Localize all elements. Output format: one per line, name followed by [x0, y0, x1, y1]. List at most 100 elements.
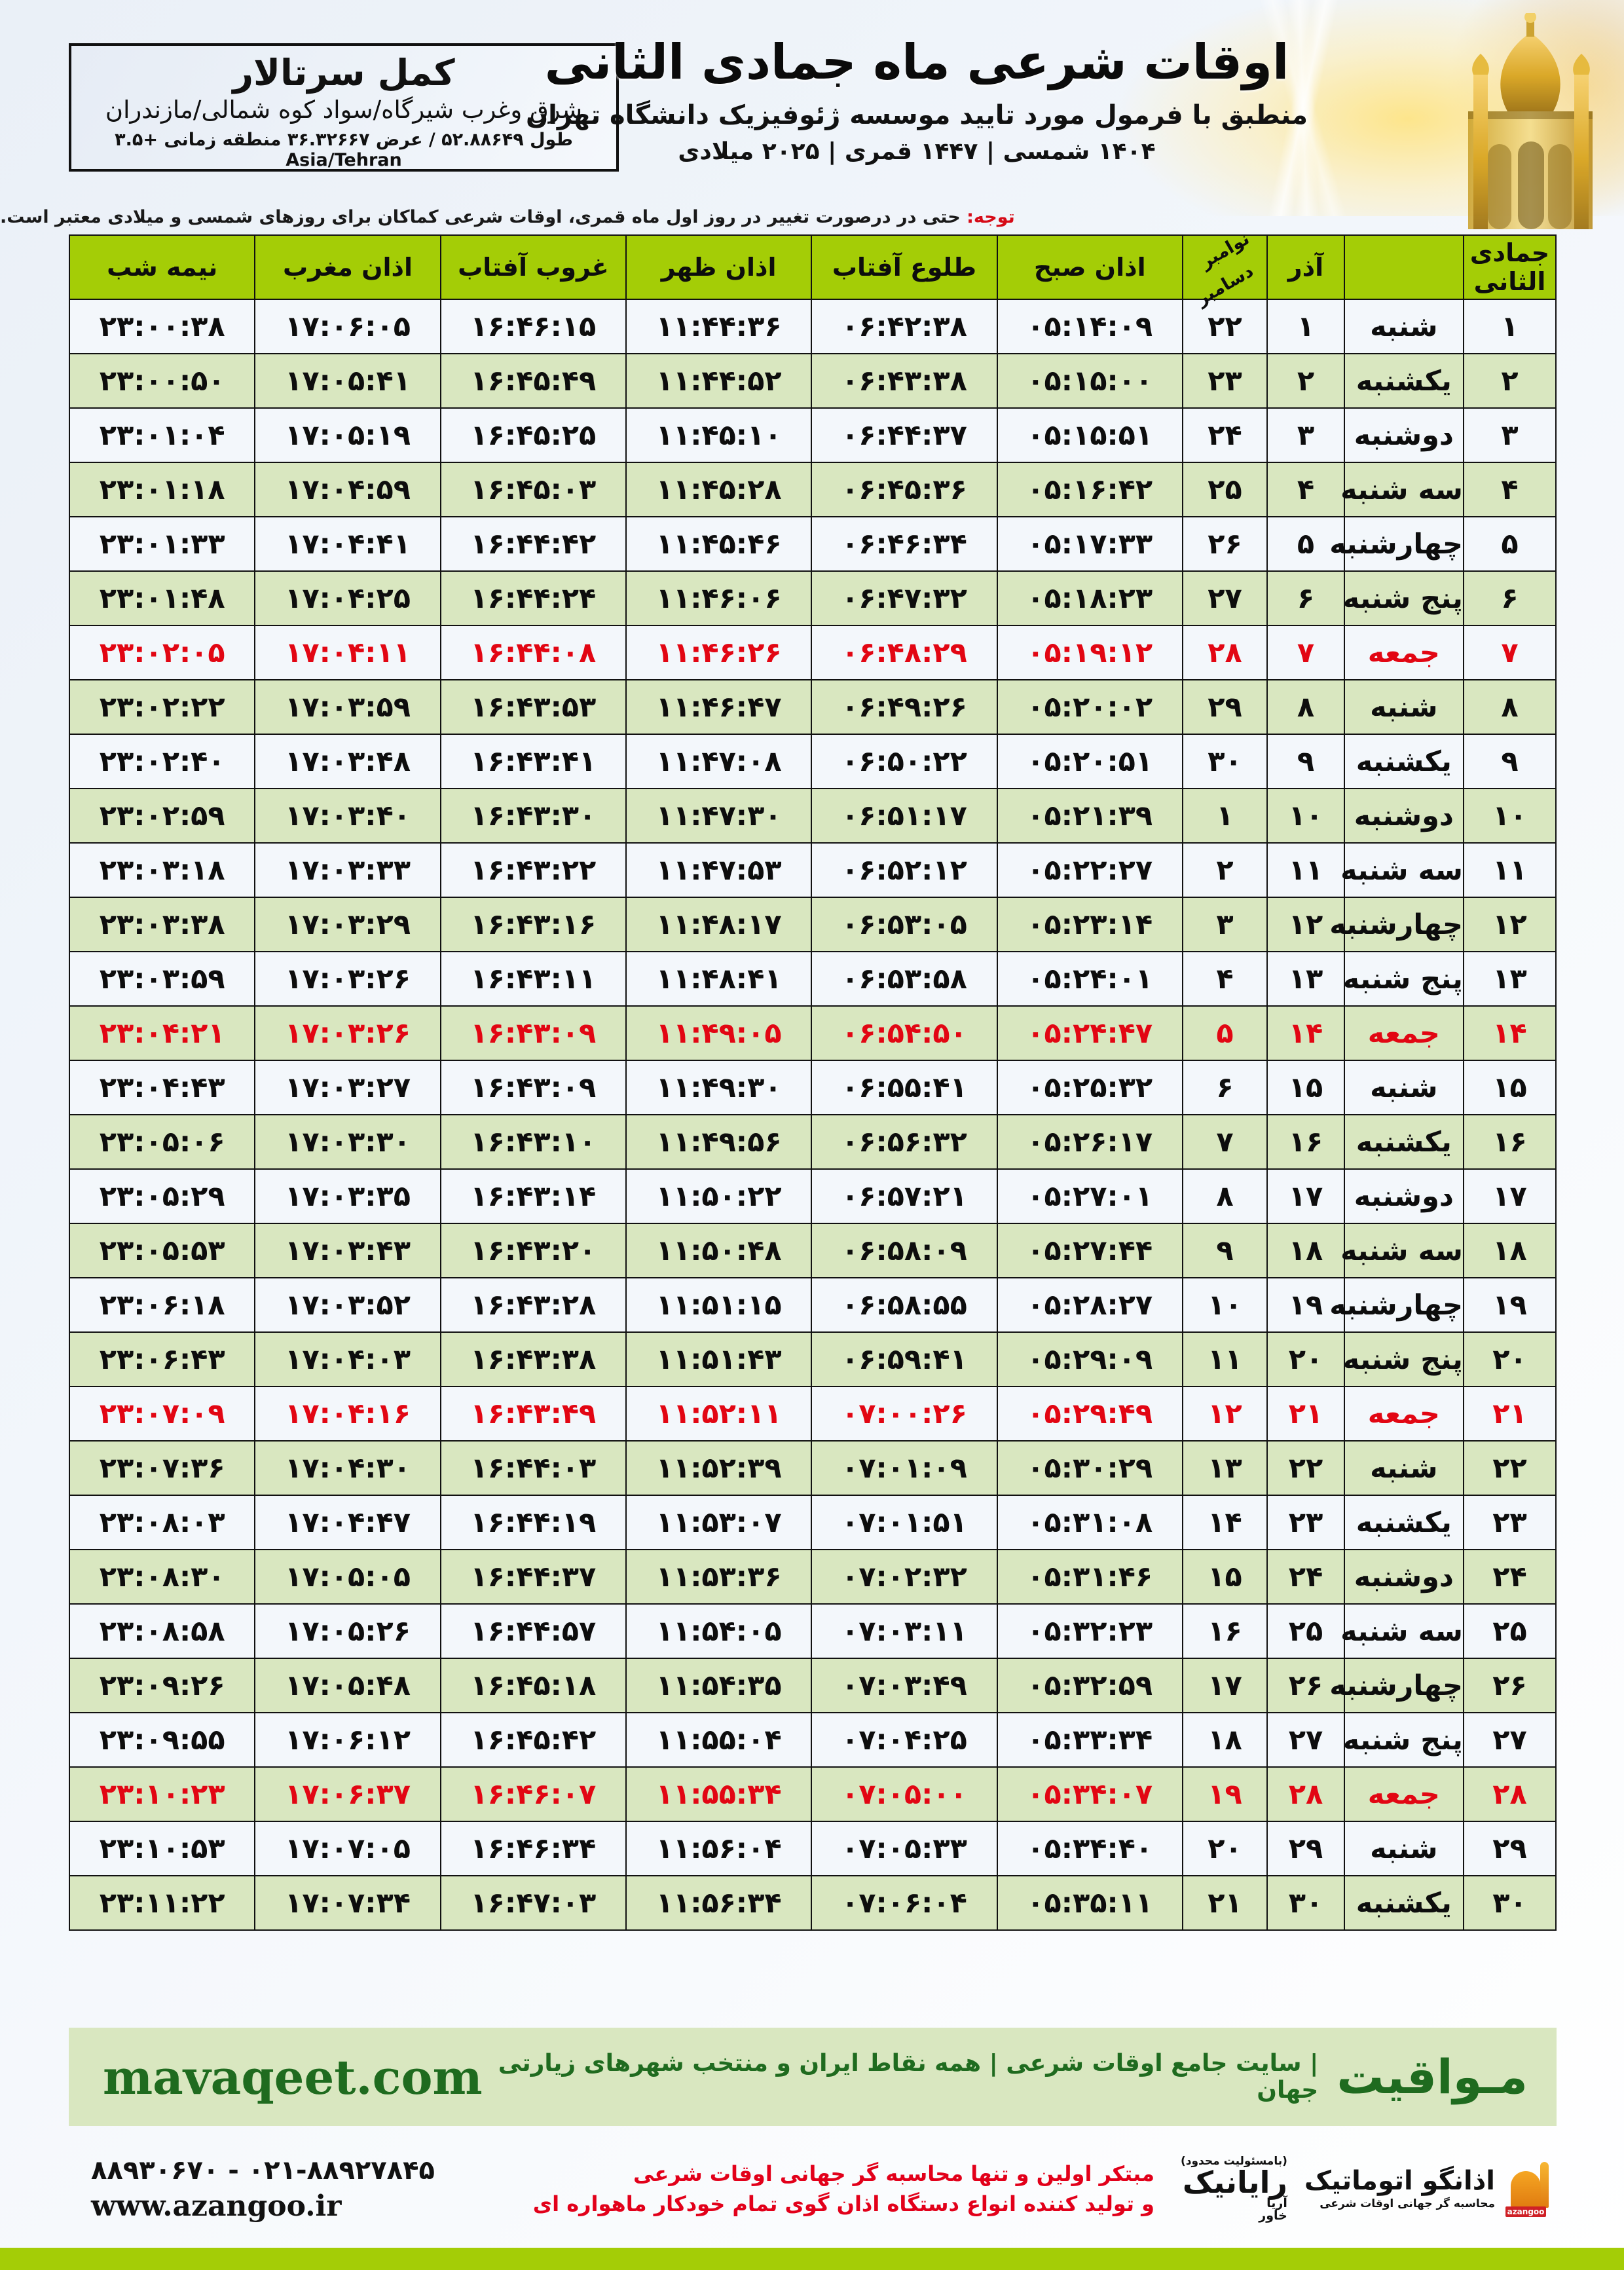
cell-gregorian-day: ۲۸	[1181, 625, 1268, 680]
cell-jamadi-day: ۲۹	[1462, 1821, 1557, 1876]
cell-sunset: ۱۶:۴۵:۴۲	[439, 1712, 627, 1768]
cell-dhuhr: ۱۱:۴۶:۲۶	[625, 625, 813, 680]
cell-dhuhr: ۱۱:۵۲:۳۹	[625, 1440, 813, 1496]
cell-sunrise: ۰۷:۰۵:۰۰	[811, 1766, 998, 1822]
cell-gregorian-day: ۱۶	[1181, 1603, 1268, 1659]
cell-midnight: ۲۳:۰۷:۳۶	[68, 1440, 256, 1496]
cell-dhuhr: ۱۱:۴۶:۰۶	[625, 570, 813, 626]
cell-midnight: ۲۳:۰۳:۳۸	[68, 897, 256, 952]
cell-weekday: جمعه	[1343, 1005, 1464, 1061]
cell-azar-day: ۱۳	[1266, 951, 1345, 1007]
cell-gregorian-day: ۲۹	[1181, 679, 1268, 735]
azangoo-logo-en: azangoo	[1507, 2207, 1545, 2216]
cell-fajr: ۰۵:۱۶:۴۲	[996, 462, 1183, 517]
location-geo: طول ۵۲.۸۸۶۴۹ / عرض ۳۶.۳۲۶۶۷ منطقه زمانی …	[115, 129, 573, 170]
mavaqeet-website[interactable]: mavaqeet.com	[103, 2049, 483, 2105]
cell-sunrise: ۰۷:۰۱:۵۱	[811, 1495, 998, 1550]
cell-dhuhr: ۱۱:۴۴:۵۲	[625, 353, 813, 409]
cell-dhuhr: ۱۱:۴۹:۵۶	[625, 1114, 813, 1170]
cell-gregorian-day: ۱۸	[1181, 1712, 1268, 1768]
col-header-gregorian: نوامبر دسامبر	[1181, 229, 1268, 310]
cell-gregorian-day: ۲۶	[1181, 516, 1268, 572]
table-row: ۲۲ شنبه ۲۲ ۱۳ ۰۵:۳۰:۲۹ ۰۷:۰۱:۰۹ ۱۱:۵۲:۳۹ ۱۶:۴۴:…	[68, 1440, 1557, 1496]
cell-maghrib: ۱۷:۰۴:۲۵	[254, 570, 441, 626]
cell-sunset: ۱۶:۴۴:۰۳	[439, 1440, 627, 1496]
cell-sunrise: ۰۶:۵۶:۳۲	[811, 1114, 998, 1170]
cell-sunset: ۱۶:۴۳:۱۶	[439, 897, 627, 952]
cell-sunset: ۱۶:۴۳:۴۹	[439, 1386, 627, 1442]
cell-dhuhr: ۱۱:۴۷:۵۳	[625, 842, 813, 898]
cell-midnight: ۲۳:۰۰:۵۰	[68, 353, 256, 409]
cell-sunrise: ۰۶:۴۳:۳۸	[811, 353, 998, 409]
cell-gregorian-day: ۲۴	[1181, 407, 1268, 463]
cell-jamadi-day: ۱۰	[1462, 788, 1557, 844]
header-titles: اوقات شرعی ماه جمادی الثانی منطبق با فرم…	[406, 34, 1428, 165]
cell-sunset: ۱۶:۴۳:۴۱	[439, 734, 627, 789]
cell-gregorian-day: ۱۰	[1181, 1277, 1268, 1333]
cell-weekday: جمعه	[1343, 625, 1464, 680]
cell-dhuhr: ۱۱:۵۵:۰۴	[625, 1712, 813, 1768]
cell-fajr: ۰۵:۱۵:۰۰	[996, 353, 1183, 409]
cell-dhuhr: ۱۱:۵۵:۳۴	[625, 1766, 813, 1822]
cell-midnight: ۲۳:۰۱:۰۴	[68, 407, 256, 463]
cell-maghrib: ۱۷:۰۴:۰۳	[254, 1331, 441, 1387]
cell-gregorian-day: ۱۴	[1181, 1495, 1268, 1550]
cell-sunset: ۱۶:۴۳:۰۹	[439, 1060, 627, 1115]
cell-azar-day: ۲۸	[1266, 1766, 1345, 1822]
cell-sunrise: ۰۷:۰۵:۳۳	[811, 1821, 998, 1876]
cell-dhuhr: ۱۱:۴۹:۰۵	[625, 1005, 813, 1061]
cell-dhuhr: ۱۱:۴۷:۰۸	[625, 734, 813, 789]
cell-jamadi-day: ۱۱	[1462, 842, 1557, 898]
cell-azar-day: ۲۱	[1266, 1386, 1345, 1442]
cell-dhuhr: ۱۱:۴۴:۳۶	[625, 299, 813, 354]
col-header-weekday	[1343, 234, 1464, 300]
cell-jamadi-day: ۲۲	[1462, 1440, 1557, 1496]
cell-dhuhr: ۱۱:۴۵:۴۶	[625, 516, 813, 572]
col-header-jamadi: جمادی الثانی	[1462, 234, 1557, 300]
cell-sunset: ۱۶:۴۳:۳۰	[439, 788, 627, 844]
table-row: ۱۴ جمعه ۱۴ ۵ ۰۵:۲۴:۴۷ ۰۶:۵۴:۵۰ ۱۱:۴۹:۰۵ ۱۶:۴۳:۰…	[68, 1005, 1557, 1061]
footer: azangoo اذانگو اتوماتیک محاسبه گر جهانی …	[69, 2136, 1557, 2241]
cell-maghrib: ۱۷:۰۳:۳۵	[254, 1168, 441, 1224]
cell-fajr: ۰۵:۳۴:۰۷	[996, 1766, 1183, 1822]
cell-azar-day: ۲۲	[1266, 1440, 1345, 1496]
cell-midnight: ۲۳:۰۹:۲۶	[68, 1658, 256, 1713]
cell-fajr: ۰۵:۳۱:۰۸	[996, 1495, 1183, 1550]
footer-logos: azangoo اذانگو اتوماتیک محاسبه گر جهانی …	[1181, 2155, 1557, 2222]
cell-gregorian-day: ۲۳	[1181, 353, 1268, 409]
cell-jamadi-day: ۲۶	[1462, 1658, 1557, 1713]
cell-maghrib: ۱۷:۰۵:۰۵	[254, 1549, 441, 1605]
cell-maghrib: ۱۷:۰۳:۲۷	[254, 1060, 441, 1115]
cell-sunset: ۱۶:۴۷:۰۳	[439, 1875, 627, 1931]
cell-sunrise: ۰۶:۴۶:۳۴	[811, 516, 998, 572]
cell-jamadi-day: ۱۵	[1462, 1060, 1557, 1115]
cell-sunrise: ۰۷:۰۲:۳۲	[811, 1549, 998, 1605]
cell-midnight: ۲۳:۰۶:۱۸	[68, 1277, 256, 1333]
cell-midnight: ۲۳:۰۶:۴۳	[68, 1331, 256, 1387]
cell-fajr: ۰۵:۱۵:۵۱	[996, 407, 1183, 463]
cell-fajr: ۰۵:۳۰:۲۹	[996, 1440, 1183, 1496]
cell-maghrib: ۱۷:۰۳:۳۳	[254, 842, 441, 898]
cell-azar-day: ۱۰	[1266, 788, 1345, 844]
cell-weekday: دوشنبه	[1343, 788, 1464, 844]
cell-maghrib: ۱۷:۰۳:۴۳	[254, 1223, 441, 1278]
cell-maghrib: ۱۷:۰۵:۱۹	[254, 407, 441, 463]
cell-midnight: ۲۳:۰۲:۴۰	[68, 734, 256, 789]
table-row: ۱۵ شنبه ۱۵ ۶ ۰۵:۲۵:۳۲ ۰۶:۵۵:۴۱ ۱۱:۴۹:۳۰ ۱۶:۴۳:۰…	[68, 1060, 1557, 1115]
cell-midnight: ۲۳:۰۸:۵۸	[68, 1603, 256, 1659]
cell-weekday: سه شنبه	[1340, 1223, 1464, 1278]
cell-sunset: ۱۶:۴۴:۵۷	[439, 1603, 627, 1659]
cell-midnight: ۲۳:۰۸:۳۰	[68, 1549, 256, 1605]
footer-website[interactable]: www.azangoo.ir	[91, 2189, 342, 2223]
cell-sunrise: ۰۶:۵۳:۰۵	[811, 897, 998, 952]
cell-fajr: ۰۵:۲۴:۴۷	[996, 1005, 1183, 1061]
cell-gregorian-day: ۱۵	[1181, 1549, 1268, 1605]
cell-weekday: یکشنبه	[1343, 1875, 1464, 1931]
cell-maghrib: ۱۷:۰۳:۴۰	[254, 788, 441, 844]
cell-sunset: ۱۶:۴۳:۲۲	[439, 842, 627, 898]
cell-maghrib: ۱۷:۰۳:۳۰	[254, 1114, 441, 1170]
mavaqeet-tagline: | سایت جامع اوقات شرعی | همه نقاط ایران …	[498, 2050, 1319, 2104]
cell-sunrise: ۰۶:۴۷:۳۲	[811, 570, 998, 626]
cell-sunset: ۱۶:۴۳:۱۰	[439, 1114, 627, 1170]
cell-midnight: ۲۳:۰۲:۲۲	[68, 679, 256, 735]
